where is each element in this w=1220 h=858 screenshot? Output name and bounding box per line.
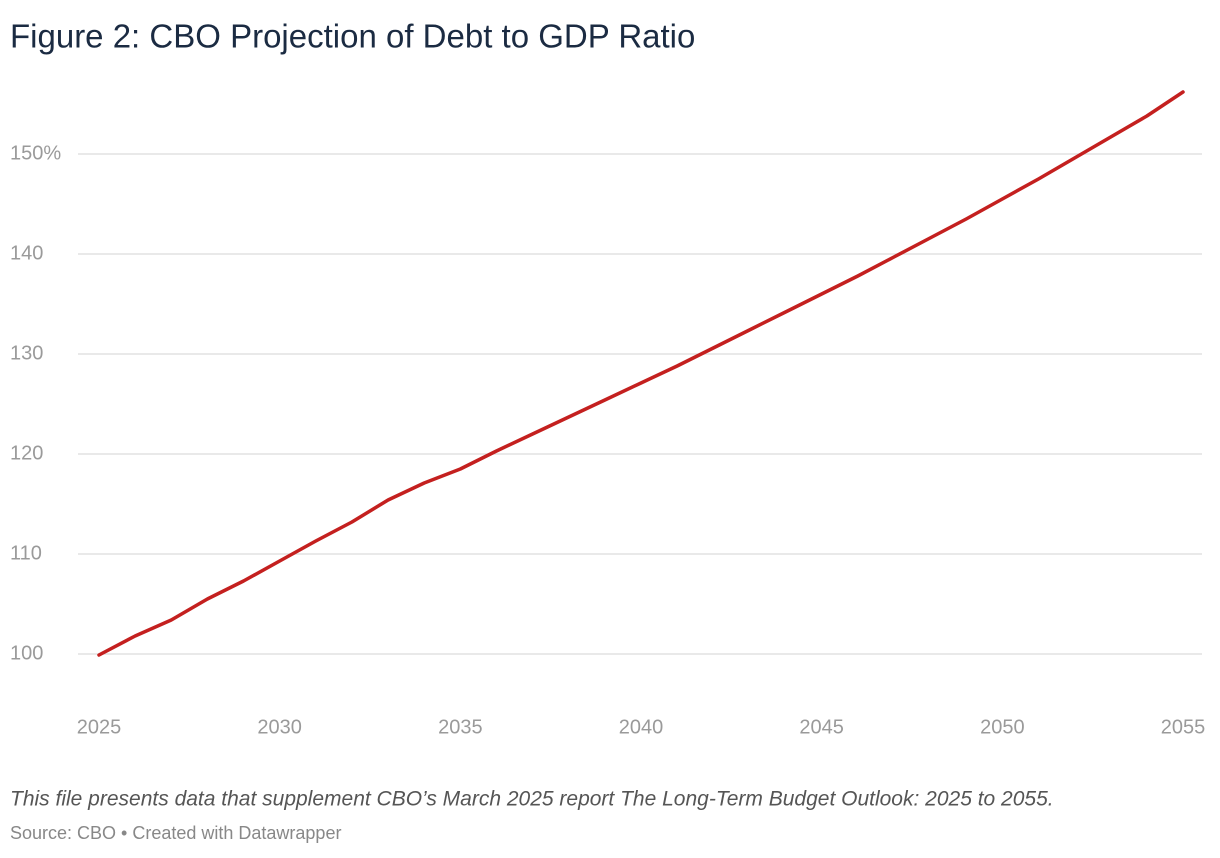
- y-tick-label: 120: [10, 442, 43, 464]
- y-tick-label: 140: [10, 242, 43, 264]
- chart-title: Figure 2: CBO Projection of Debt to GDP …: [10, 18, 695, 55]
- x-tick-label: 2045: [799, 716, 844, 738]
- chart-source: Source: CBO • Created with Datawrapper: [10, 823, 341, 843]
- x-tick-label: 2035: [438, 716, 483, 738]
- x-tick-label: 2030: [257, 716, 302, 738]
- chart-note: This file presents data that supplement …: [10, 788, 1054, 811]
- y-tick-label: 150%: [10, 142, 61, 164]
- x-tick-label: 2050: [980, 716, 1025, 738]
- data-line: [97, 90, 1185, 657]
- y-tick-label: 130: [10, 342, 43, 364]
- x-tick-label: 2055: [1161, 716, 1206, 738]
- x-tick-label: 2040: [619, 716, 664, 738]
- y-tick-label: 100: [10, 642, 43, 664]
- x-tick-label: 2025: [77, 716, 122, 738]
- y-tick-label: 110: [10, 542, 42, 564]
